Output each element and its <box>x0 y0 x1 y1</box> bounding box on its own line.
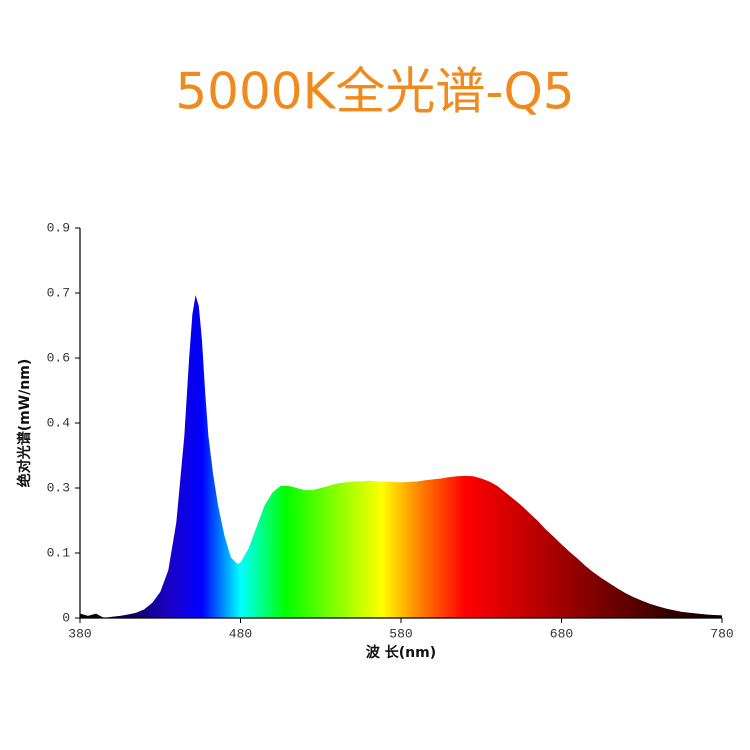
y-tick-label: 0.6 <box>47 350 70 365</box>
x-tick-label: 580 <box>389 626 412 641</box>
x-tick-label: 680 <box>550 626 573 641</box>
chart-title: 5000K全光谱-Q5 <box>175 63 574 121</box>
y-tick-label: 0.9 <box>47 220 70 235</box>
x-tick-label: 480 <box>229 626 252 641</box>
y-tick-label: 0.3 <box>47 480 70 495</box>
y-tick-label: 0 <box>62 610 70 625</box>
plot-area: 0 0.1 0.3 0.4 0.6 0.7 0.9 380 480 580 680 780 <box>47 220 734 641</box>
y-axis-label: 绝对光谱(mW/nm) <box>16 359 33 488</box>
y-tick-label: 0.4 <box>47 415 71 430</box>
x-tick-label: 380 <box>68 626 91 641</box>
x-axis-label: 波 长(nm) <box>366 644 436 661</box>
y-tick-label: 0.7 <box>47 285 70 300</box>
spectrum-area <box>80 295 722 618</box>
x-tick-label: 780 <box>710 626 733 641</box>
y-tick-label: 0.1 <box>47 545 71 560</box>
